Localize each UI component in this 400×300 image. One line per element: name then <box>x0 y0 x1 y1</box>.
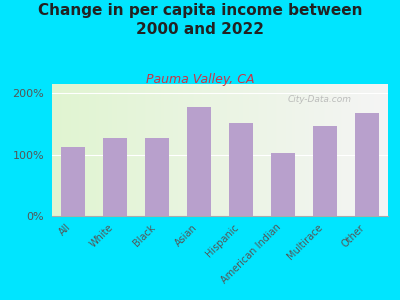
Bar <box>188 107 210 216</box>
Text: Pauma Valley, CA: Pauma Valley, CA <box>146 74 254 86</box>
Bar <box>272 153 294 216</box>
Text: City-Data.com: City-Data.com <box>287 94 351 103</box>
Bar <box>230 123 252 216</box>
Bar <box>146 138 168 216</box>
Bar <box>104 138 126 216</box>
Text: Change in per capita income between
2000 and 2022: Change in per capita income between 2000… <box>38 3 362 37</box>
Bar <box>62 147 84 216</box>
Bar <box>314 126 336 216</box>
Bar <box>356 113 378 216</box>
